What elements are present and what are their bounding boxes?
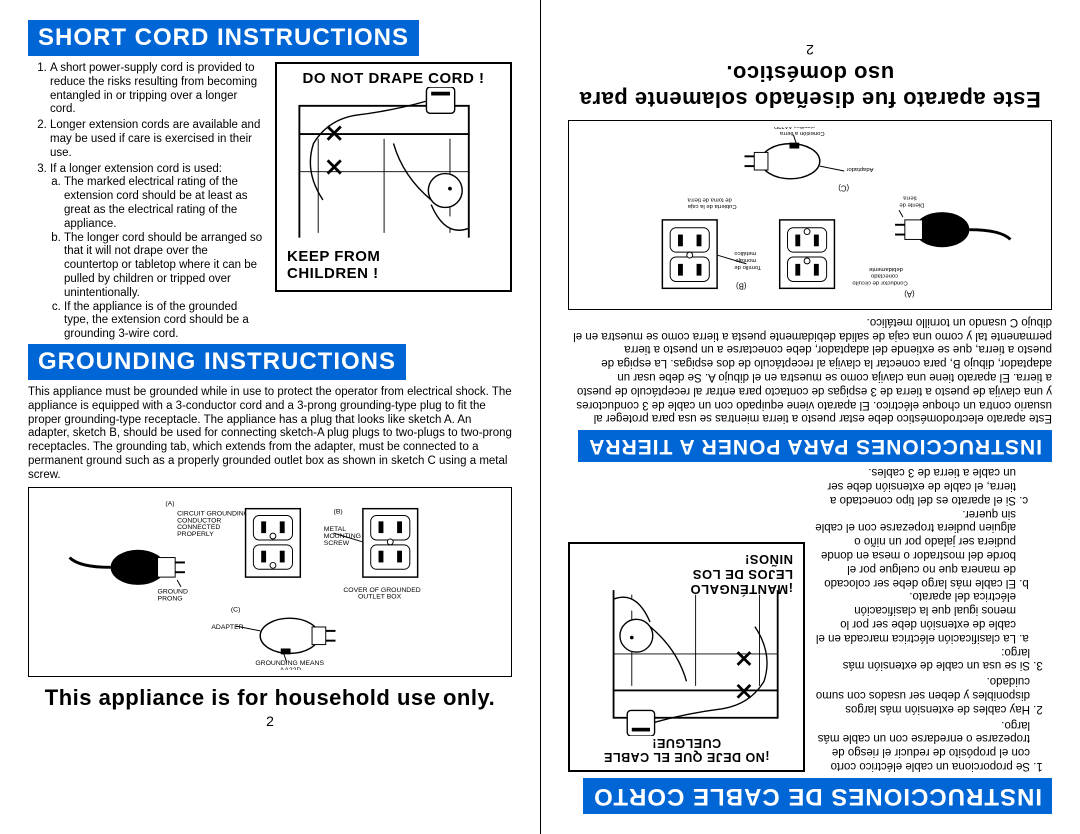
svg-text:OUTLET BOX: OUTLET BOX bbox=[358, 593, 402, 600]
svg-text:tierra: tierra bbox=[902, 195, 916, 201]
grounding-svg: (A) CIRCUIT GROUNDING CONDUCTOR CONNECTE… bbox=[35, 494, 505, 670]
svg-text:Conexión a tierra: Conexión a tierra bbox=[779, 130, 824, 136]
short-cord-illus-col-es: ¡NO DEJE QUE EL CABLE CUELGUE! bbox=[568, 462, 805, 772]
svg-text:metálico: metálico bbox=[734, 250, 757, 256]
cord-illustration-es: ¡NO DEJE QUE EL CABLE CUELGUE! bbox=[568, 542, 805, 772]
illus-top-label: DO NOT DRAPE CORD ! bbox=[283, 70, 504, 87]
counter-child-svg-es bbox=[576, 581, 797, 736]
list-item: Si el aparato es del tipo conectado a ti… bbox=[815, 464, 1016, 505]
grounding-illustration-es: (A) Conductor de circuito conectado debi… bbox=[568, 120, 1052, 310]
counter-child-svg bbox=[283, 87, 504, 247]
illus-bottom-label-es: ¡MANTÉNGALO LEJOS DE LOS NIÑOS! bbox=[690, 552, 793, 597]
svg-text:Cubierta de la caja: Cubierta de la caja bbox=[687, 203, 737, 209]
footer-note: This appliance is for household use only… bbox=[28, 685, 512, 711]
list-item: Se proporciona un cable eléctrico corto … bbox=[815, 717, 1030, 772]
svg-text:montaje: montaje bbox=[735, 257, 756, 263]
list-item: Longer extension cords are available and… bbox=[50, 119, 265, 160]
list-item: Si se usa un cable de extensión más larg… bbox=[815, 464, 1030, 671]
svg-text:ADAPTER: ADAPTER bbox=[211, 623, 243, 630]
svg-text:significa AA22D: significa AA22D bbox=[774, 127, 815, 129]
sub-list: The marked electrical rating of the exte… bbox=[50, 176, 265, 342]
grounding-paragraph: This appliance must be grounded while in… bbox=[28, 386, 512, 483]
label-a: (A) bbox=[165, 500, 174, 507]
svg-text:conectado: conectado bbox=[870, 273, 898, 279]
short-cord-section-es: Se proporciona un cable eléctrico corto … bbox=[568, 462, 1052, 772]
svg-text:(C): (C) bbox=[231, 606, 240, 613]
grounding-paragraph-es: Este aparato electrodoméstico debe estar… bbox=[568, 314, 1052, 424]
short-cord-list: A short power-supply cord is provided to… bbox=[28, 62, 265, 342]
short-cord-heading: SHORT CORD INSTRUCTIONS bbox=[28, 20, 419, 56]
short-cord-section: A short power-supply cord is provided to… bbox=[28, 62, 512, 344]
short-cord-heading-es: INSTRUCCIONES DE CABLE CORTO bbox=[583, 778, 1052, 814]
svg-text:de toma de tierra: de toma de tierra bbox=[687, 196, 732, 202]
page-spanish: INSTRUCCIONES DE CABLE CORTO Se proporci… bbox=[540, 0, 1080, 834]
svg-text:(B): (B) bbox=[736, 282, 747, 291]
svg-text:(A): (A) bbox=[904, 289, 915, 298]
page-number: 2 bbox=[28, 713, 512, 729]
list-item: The longer cord should be arranged so th… bbox=[64, 232, 265, 301]
illus-bottom-label: KEEP FROM CHILDREN ! bbox=[287, 248, 380, 282]
list-item: If a longer extension cord is used: The … bbox=[50, 163, 265, 342]
footer-note-es: Este aparato fue diseñado solamente para… bbox=[568, 60, 1052, 112]
list-item: Hay cables de extensión más largos dispo… bbox=[815, 673, 1030, 714]
illus-top-label-es: ¡NO DEJE QUE EL CABLE CUELGUE! bbox=[576, 736, 797, 764]
list-item: A short power-supply cord is provided to… bbox=[50, 62, 265, 117]
grounding-illustration: (A) CIRCUIT GROUNDING CONDUCTOR CONNECTE… bbox=[28, 487, 512, 677]
short-cord-text-col-es: Se proporciona un cable eléctrico corto … bbox=[815, 462, 1052, 772]
page-number-es: 2 bbox=[568, 42, 1052, 58]
list-item: El cable más largo debe ser colocado de … bbox=[815, 506, 1016, 589]
grounding-svg-es: (A) Conductor de circuito conectado debi… bbox=[575, 127, 1045, 303]
short-cord-list-es: Se proporciona un cable eléctrico corto … bbox=[815, 464, 1052, 772]
page-english: SHORT CORD INSTRUCTIONS A short power-su… bbox=[0, 0, 540, 834]
svg-text:Conductor de circuito: Conductor de circuito bbox=[852, 280, 908, 286]
sub-list-es: La clasificación eléctrica marcada en el… bbox=[815, 464, 1030, 643]
svg-text:(C): (C) bbox=[838, 184, 849, 193]
list-item: If the appliance is of the grounded type… bbox=[64, 301, 265, 342]
short-cord-text-col: A short power-supply cord is provided to… bbox=[28, 62, 265, 344]
svg-text:PRONG: PRONG bbox=[158, 595, 183, 602]
list-item: The marked electrical rating of the exte… bbox=[64, 176, 265, 231]
cord-illustration: DO NOT DRAPE CORD ! bbox=[275, 62, 512, 292]
svg-text:PROPERLY: PROPERLY bbox=[177, 531, 214, 538]
svg-text:Tornillo de: Tornillo de bbox=[734, 264, 761, 270]
list-item-text: If a longer extension cord is used: bbox=[50, 163, 222, 175]
list-item-text: Si se usa un cable de extensión más larg… bbox=[843, 646, 1030, 672]
grounding-heading: GROUNDING INSTRUCTIONS bbox=[28, 344, 406, 380]
grounding-heading-es: INSTRUCCIONES PARA PONER A TIERRA bbox=[578, 430, 1052, 462]
svg-text:Adaptador: Adaptador bbox=[846, 166, 873, 172]
svg-text:SCREW: SCREW bbox=[324, 539, 350, 546]
svg-text:Diente de: Diente de bbox=[899, 201, 924, 207]
svg-text:(B): (B) bbox=[334, 508, 343, 515]
list-item: La clasificación eléctrica marcada en el… bbox=[815, 589, 1016, 644]
svg-text:AA22D: AA22D bbox=[280, 666, 302, 669]
short-cord-illus-col: DO NOT DRAPE CORD ! bbox=[275, 62, 512, 344]
svg-text:debidamente: debidamente bbox=[869, 266, 903, 272]
